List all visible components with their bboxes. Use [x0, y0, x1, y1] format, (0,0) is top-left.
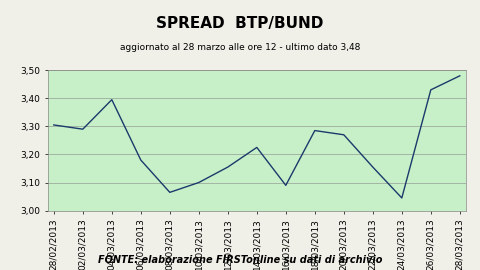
- Text: FONTE: elaborazione FIRSTonline su dati di archivio: FONTE: elaborazione FIRSTonline su dati …: [98, 255, 382, 265]
- Text: aggiornato al 28 marzo alle ore 12 - ultimo dato 3,48: aggiornato al 28 marzo alle ore 12 - ult…: [120, 43, 360, 52]
- Text: SPREAD  BTP/BUND: SPREAD BTP/BUND: [156, 16, 324, 31]
